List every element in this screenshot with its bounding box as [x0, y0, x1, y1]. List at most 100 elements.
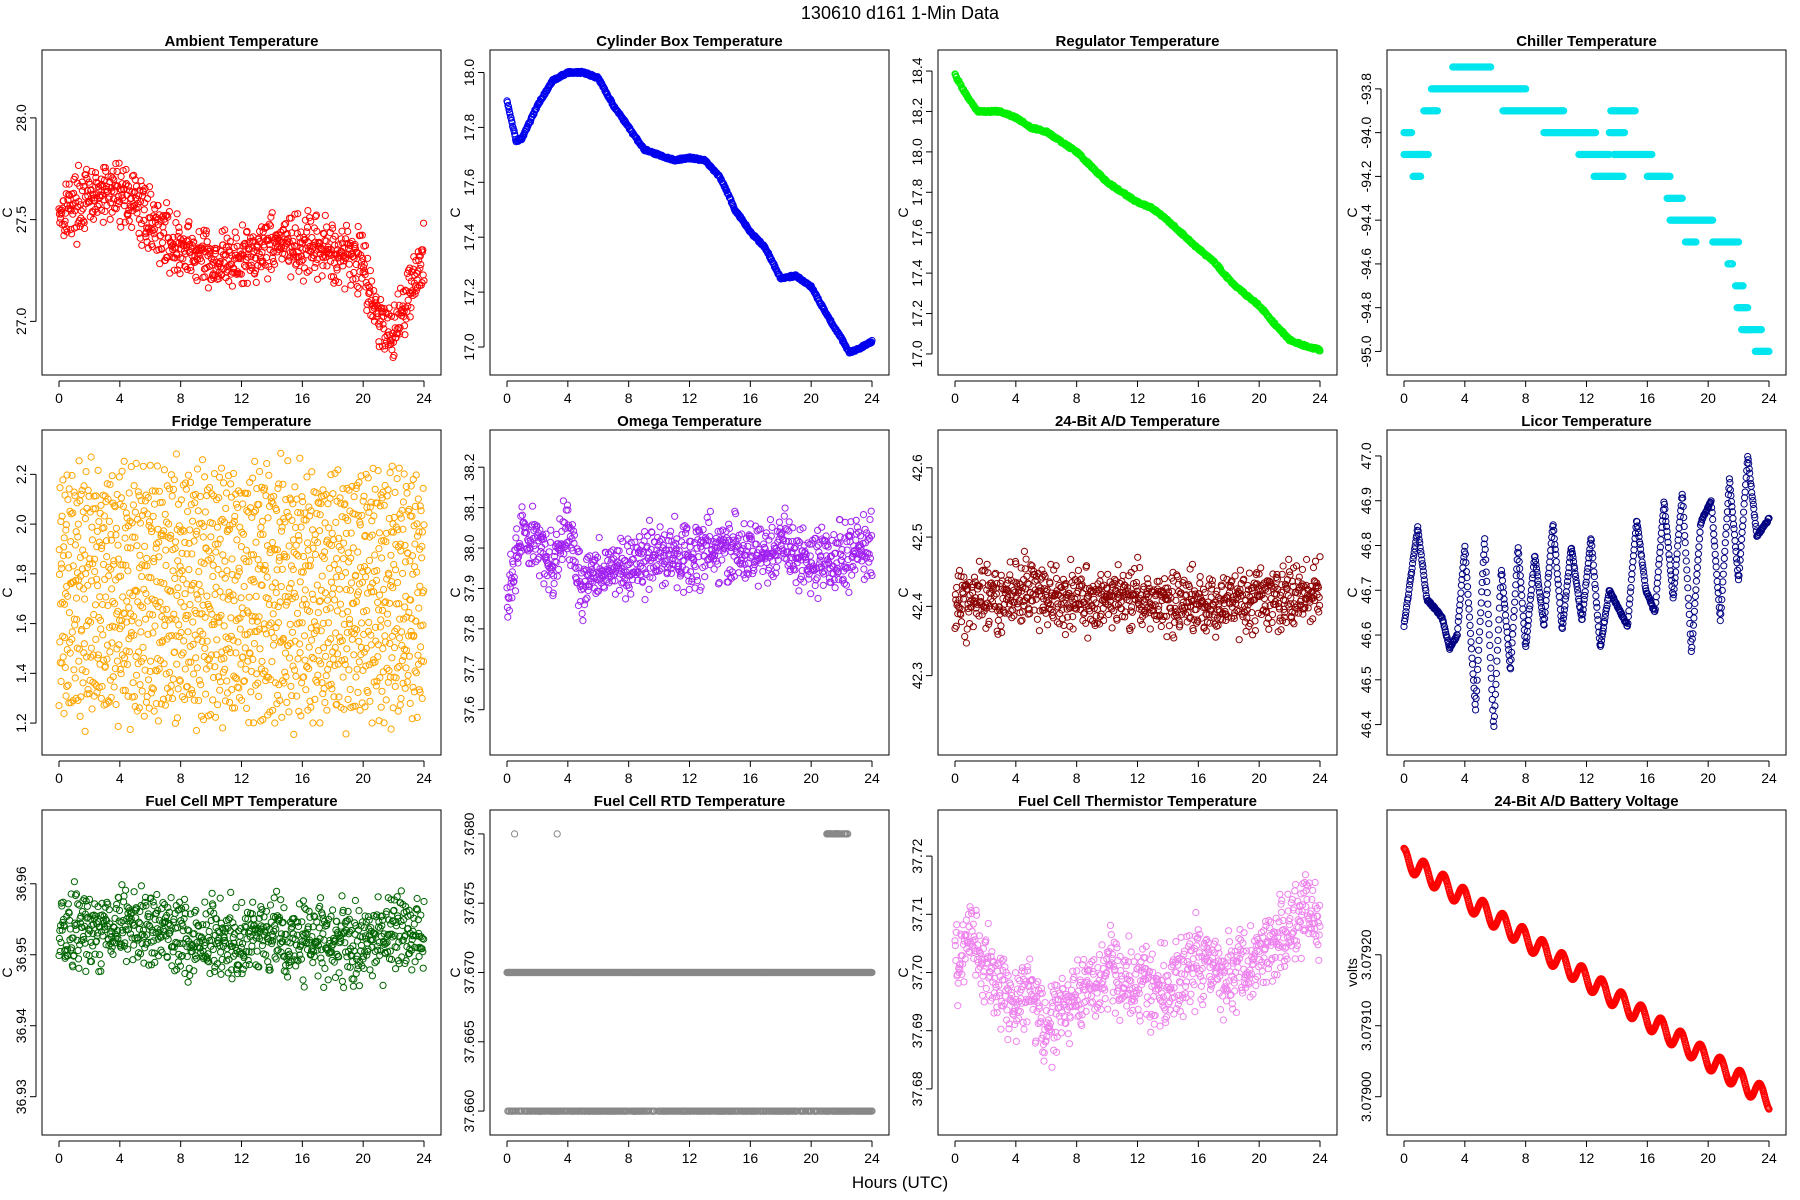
data-point — [115, 159, 123, 167]
data-point — [95, 200, 103, 208]
data-point — [267, 265, 275, 274]
y-tick-label: -93.8 — [1358, 73, 1374, 105]
data-point — [89, 215, 98, 223]
data-point — [81, 224, 89, 233]
y-tick-label: 27.5 — [13, 206, 29, 233]
data-point — [193, 277, 201, 285]
data-point — [268, 209, 276, 217]
x-tick-label: 8 — [177, 770, 185, 786]
data-point — [375, 338, 383, 346]
y-tick-label: -94.0 — [1358, 116, 1374, 148]
y-tick-label: 1.4 — [13, 663, 29, 683]
y-tick-label: 17.4 — [461, 223, 477, 250]
data-point — [187, 267, 195, 275]
data-point — [59, 197, 68, 205]
data-point — [298, 257, 306, 265]
data-point — [312, 211, 320, 219]
data-point — [186, 263, 195, 272]
data-point — [139, 188, 147, 196]
data-point — [370, 287, 378, 295]
data-point — [387, 312, 396, 320]
data-point — [267, 213, 275, 221]
data-point — [216, 258, 224, 266]
data-point — [360, 260, 368, 269]
data-point — [232, 234, 240, 242]
y-tick-label: 18.0 — [909, 138, 925, 165]
data-point — [109, 174, 117, 182]
data-point — [154, 201, 162, 210]
data-point — [406, 313, 414, 321]
data-point — [147, 190, 155, 198]
data-point — [71, 173, 79, 181]
data-point — [85, 198, 94, 206]
data-point — [112, 160, 120, 168]
data-point — [355, 284, 363, 292]
data-point — [197, 257, 206, 265]
data-point — [163, 199, 171, 207]
data-point — [364, 254, 372, 262]
data-point — [420, 219, 428, 227]
data-point — [195, 228, 203, 236]
data-point — [503, 98, 512, 107]
data-point — [401, 331, 409, 339]
data-point — [174, 266, 182, 274]
y-tick-label: 2.0 — [13, 514, 29, 534]
data-point — [88, 167, 96, 176]
data-point — [411, 290, 419, 298]
panel-title: Chiller Temperature — [1516, 33, 1657, 50]
data-point — [109, 167, 117, 175]
x-tick-label: 16 — [1640, 390, 1656, 406]
x-tick-label: 4 — [1461, 390, 1469, 406]
data-point — [104, 173, 112, 181]
x-tick-label: 0 — [951, 390, 959, 406]
data-point — [291, 210, 299, 218]
data-point — [225, 277, 233, 285]
data-point — [226, 248, 234, 256]
data-point — [226, 237, 234, 246]
data-point — [201, 273, 209, 281]
data-point — [122, 165, 130, 174]
data-point — [295, 267, 303, 275]
y-axis: 27.027.528.0 — [13, 104, 37, 335]
data-point — [246, 238, 254, 246]
data-point — [323, 262, 331, 270]
data-point — [285, 257, 293, 265]
data-point — [327, 273, 335, 281]
y-tick-label: 18.2 — [909, 98, 925, 125]
data-point — [58, 208, 66, 216]
x-tick-label: 24 — [1312, 390, 1328, 406]
data-point — [150, 230, 158, 238]
y-axis-label: C — [447, 207, 463, 217]
data-point — [98, 206, 106, 214]
y-tick-label: 17.6 — [909, 219, 925, 246]
data-point — [344, 227, 352, 236]
data-point — [506, 110, 514, 118]
panel-title: Ambient Temperature — [165, 33, 319, 50]
data-point — [169, 233, 177, 241]
data-point — [243, 227, 251, 235]
data-point — [300, 236, 308, 244]
data-point — [280, 221, 288, 229]
data-point — [504, 103, 513, 111]
data-point — [83, 187, 92, 195]
data-point — [401, 286, 409, 294]
data-point — [108, 208, 116, 216]
data-point — [253, 243, 261, 251]
data-point — [124, 182, 132, 190]
data-point — [134, 203, 142, 211]
data-point — [65, 190, 73, 198]
x-tick-label: 20 — [1251, 390, 1267, 406]
data-point — [72, 223, 81, 231]
y-tick-label: 2.2 — [13, 464, 29, 484]
x-axis: 0 4 8 12 16 20 24 — [55, 380, 432, 406]
x-tick-label: 16 — [1191, 390, 1207, 406]
data-point — [78, 187, 87, 195]
data-point — [221, 250, 230, 259]
data-point — [256, 227, 264, 235]
x-tick-label: 16 — [295, 770, 311, 786]
data-point — [228, 282, 236, 290]
data-point — [235, 252, 243, 261]
data-point — [75, 197, 83, 206]
data-point — [261, 261, 269, 269]
data-point — [390, 351, 398, 359]
